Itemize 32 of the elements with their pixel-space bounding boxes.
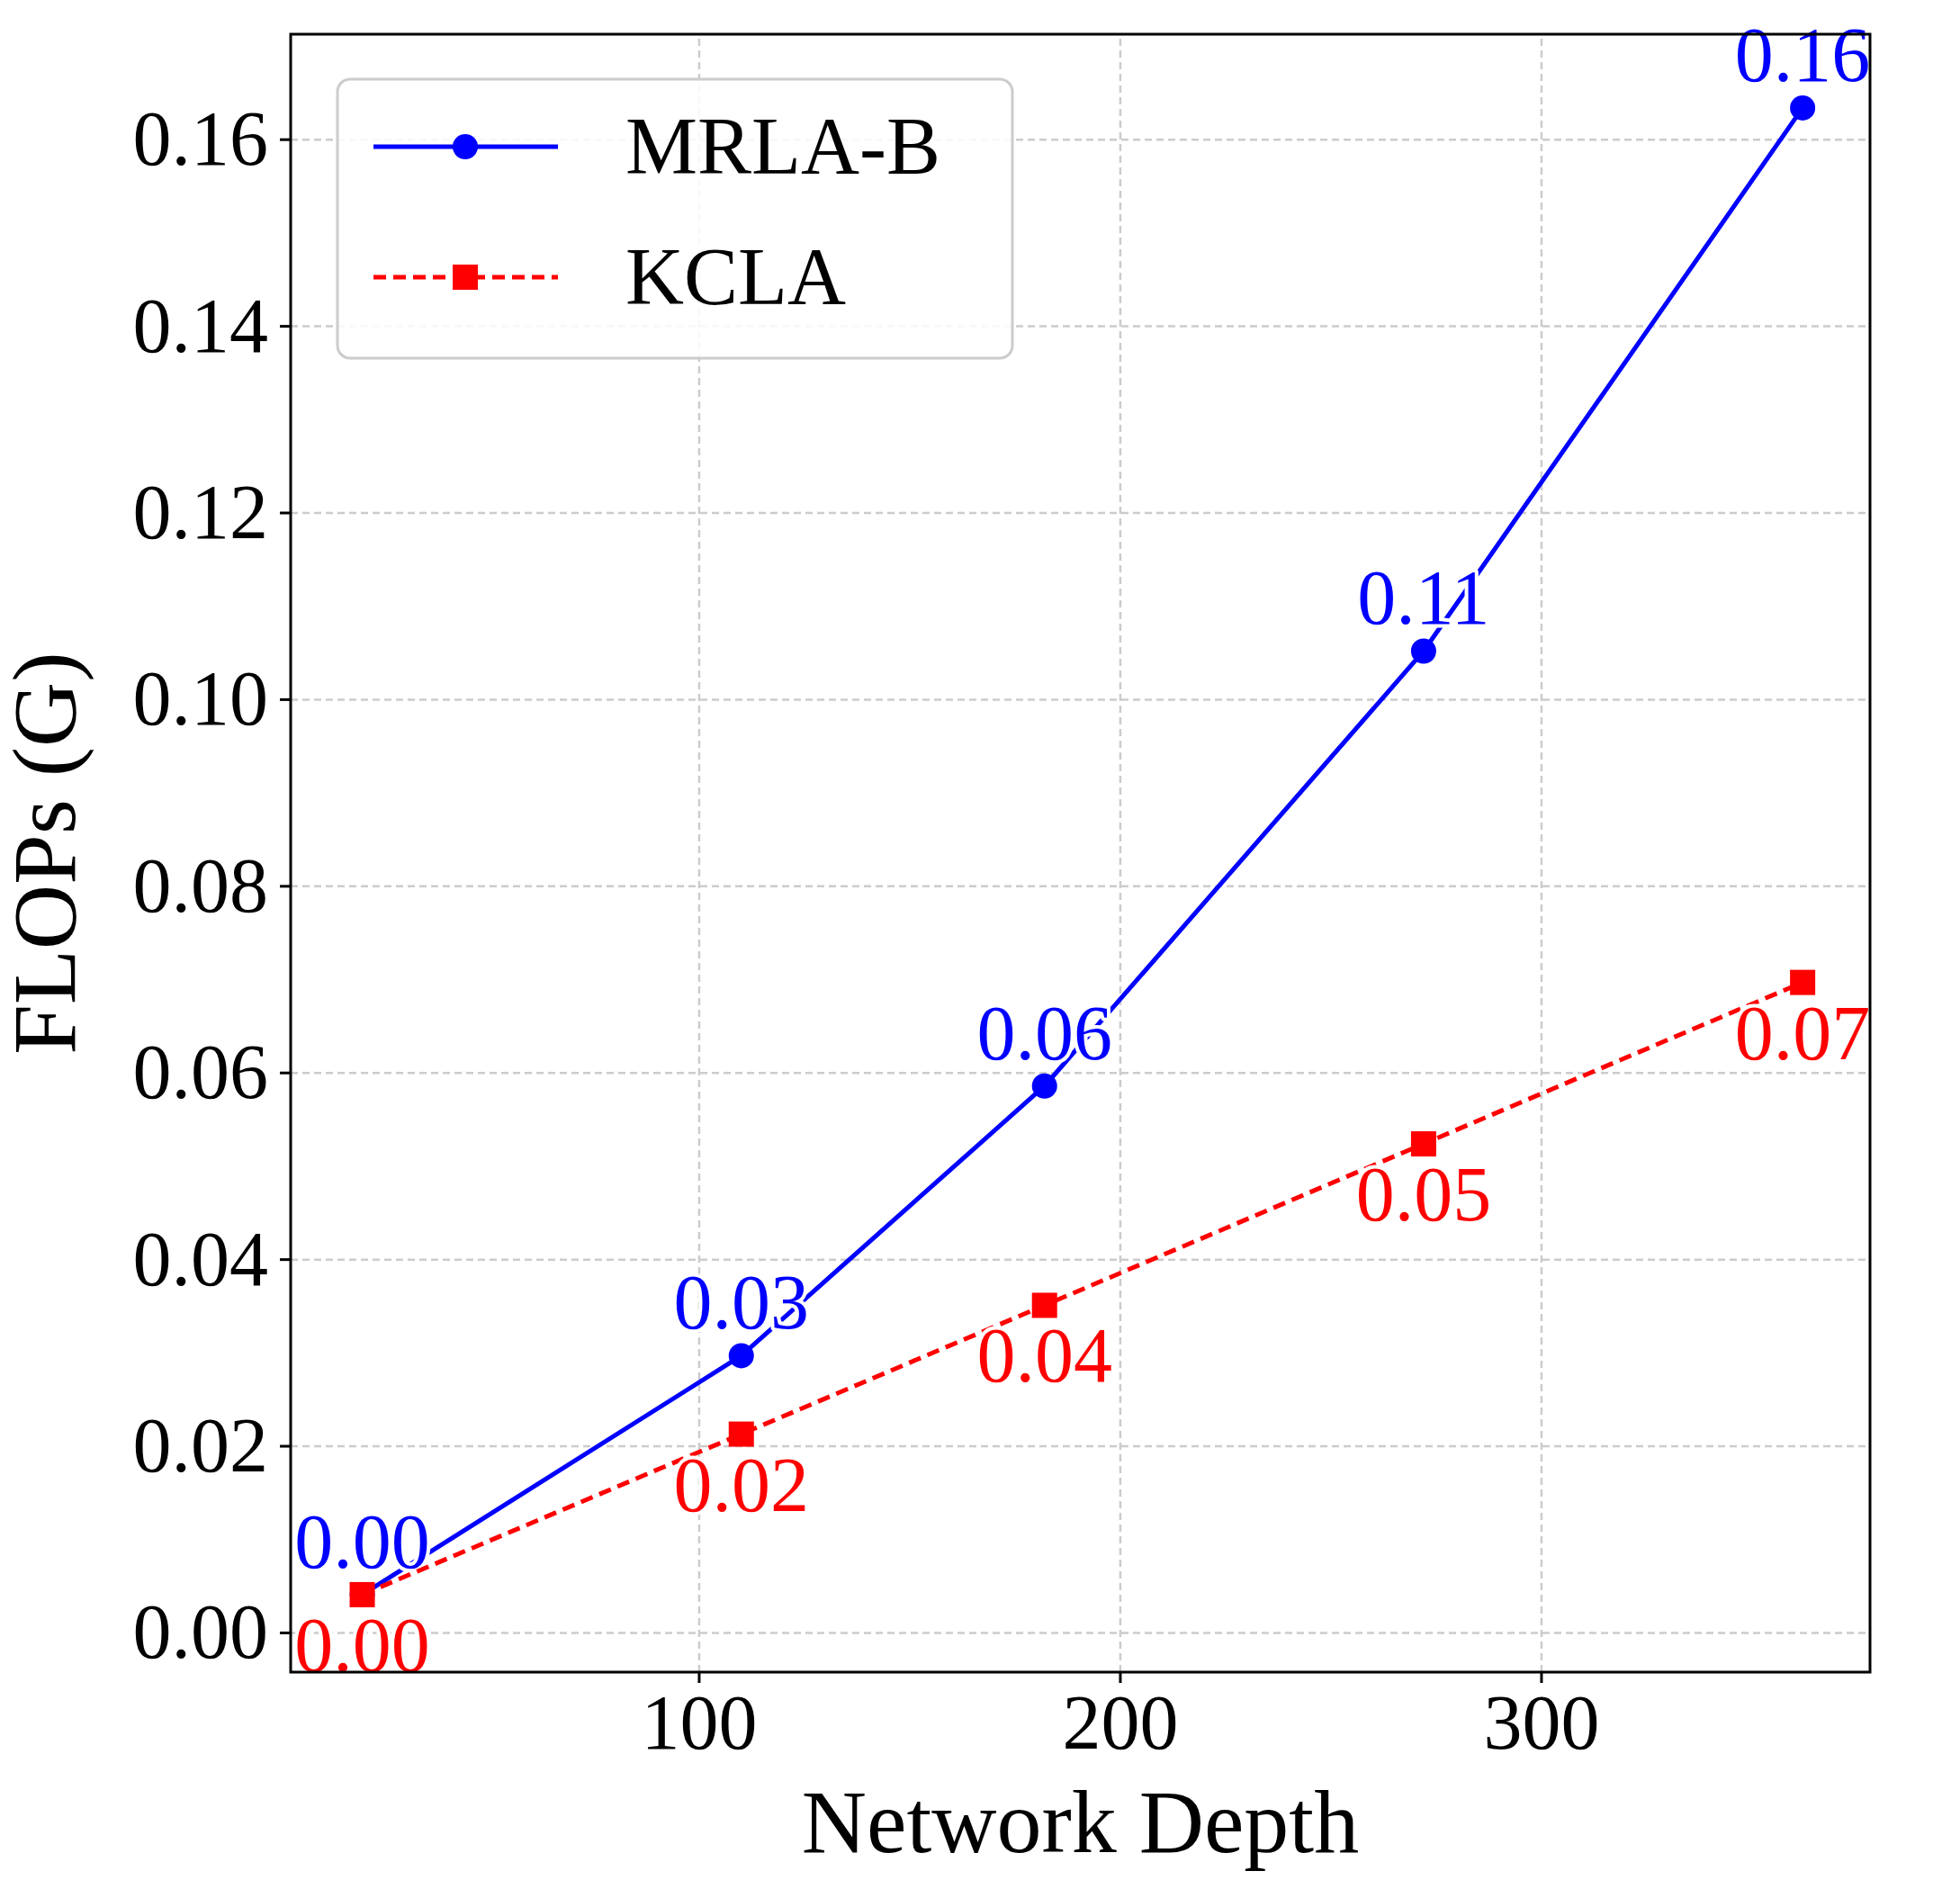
- y-tick-label: 0.04: [132, 1215, 268, 1302]
- data-label: 0.03: [673, 1259, 810, 1346]
- point: [1410, 638, 1436, 664]
- x-tick-label: 100: [641, 1679, 758, 1766]
- legend-label: KCLA: [625, 232, 846, 321]
- y-axis-title: FLOPs (G): [0, 652, 94, 1055]
- data-label: 0.04: [976, 1312, 1112, 1399]
- y-tick-label: 0.16: [132, 95, 268, 183]
- point: [728, 1343, 754, 1369]
- data-label: 0.05: [1355, 1151, 1492, 1238]
- y-tick-label: 0.14: [132, 282, 268, 369]
- y-tick-label: 0.12: [132, 469, 268, 555]
- data-label: 0.00: [294, 1601, 430, 1688]
- data-label: 0.16: [1734, 11, 1871, 98]
- point: [1031, 1292, 1057, 1318]
- legend-label: MRLA-B: [625, 102, 941, 191]
- y-tick-label: 0.06: [132, 1029, 268, 1116]
- point: [1410, 1131, 1436, 1157]
- y-tick-label: 0.02: [132, 1402, 268, 1489]
- point: [1790, 969, 1816, 995]
- x-tick-label: 200: [1062, 1679, 1179, 1766]
- point: [728, 1421, 754, 1447]
- y-tick-label: 0.08: [132, 841, 268, 929]
- point: [1790, 94, 1816, 121]
- y-tick-label: 0.00: [132, 1588, 268, 1676]
- x-axis-title: Network Depth: [801, 1772, 1360, 1872]
- data-label: 0.07: [1734, 989, 1871, 1076]
- y-tick-label: 0.10: [132, 655, 268, 742]
- point: [1031, 1073, 1057, 1099]
- data-label: 0.00: [294, 1498, 430, 1585]
- data-label: 0.02: [673, 1441, 810, 1528]
- x-tick-label: 300: [1483, 1679, 1600, 1766]
